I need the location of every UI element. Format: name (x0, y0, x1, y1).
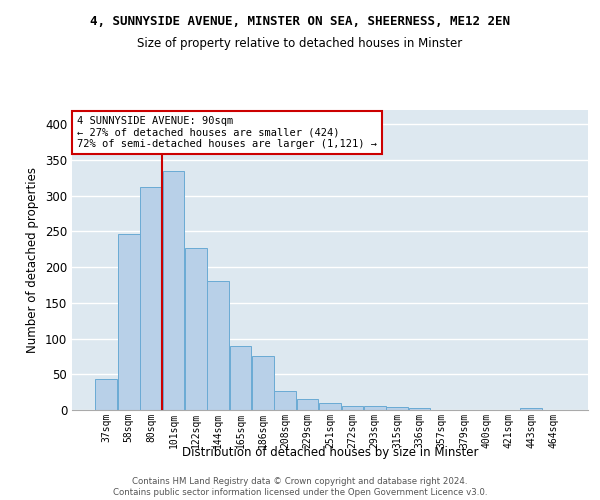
Text: Contains HM Land Registry data © Crown copyright and database right 2024.: Contains HM Land Registry data © Crown c… (132, 476, 468, 486)
Bar (252, 356, 274, 410)
Text: 4 SUNNYSIDE AVENUE: 90sqm
← 27% of detached houses are smaller (424)
72% of semi: 4 SUNNYSIDE AVENUE: 90sqm ← 27% of detac… (77, 116, 377, 149)
Bar (364, 406, 386, 410)
Text: Size of property relative to detached houses in Minster: Size of property relative to detached ho… (137, 38, 463, 51)
Bar (341, 406, 363, 410)
Text: 4, SUNNYSIDE AVENUE, MINSTER ON SEA, SHEERNESS, ME12 2EN: 4, SUNNYSIDE AVENUE, MINSTER ON SEA, SHE… (90, 15, 510, 28)
Bar (140, 187, 162, 410)
Bar (520, 408, 542, 410)
Bar (230, 346, 251, 410)
Bar (319, 403, 341, 410)
Text: Contains public sector information licensed under the Open Government Licence v3: Contains public sector information licen… (113, 488, 487, 497)
Text: Distribution of detached houses by size in Minster: Distribution of detached houses by size … (182, 446, 478, 459)
Bar (409, 408, 430, 410)
Bar (185, 248, 206, 410)
Y-axis label: Number of detached properties: Number of detached properties (26, 167, 40, 353)
Bar (118, 234, 140, 410)
Bar (95, 378, 117, 410)
Bar (386, 407, 408, 410)
Bar (297, 398, 319, 410)
Bar (208, 282, 229, 410)
Bar (274, 392, 296, 410)
Bar (163, 170, 184, 410)
